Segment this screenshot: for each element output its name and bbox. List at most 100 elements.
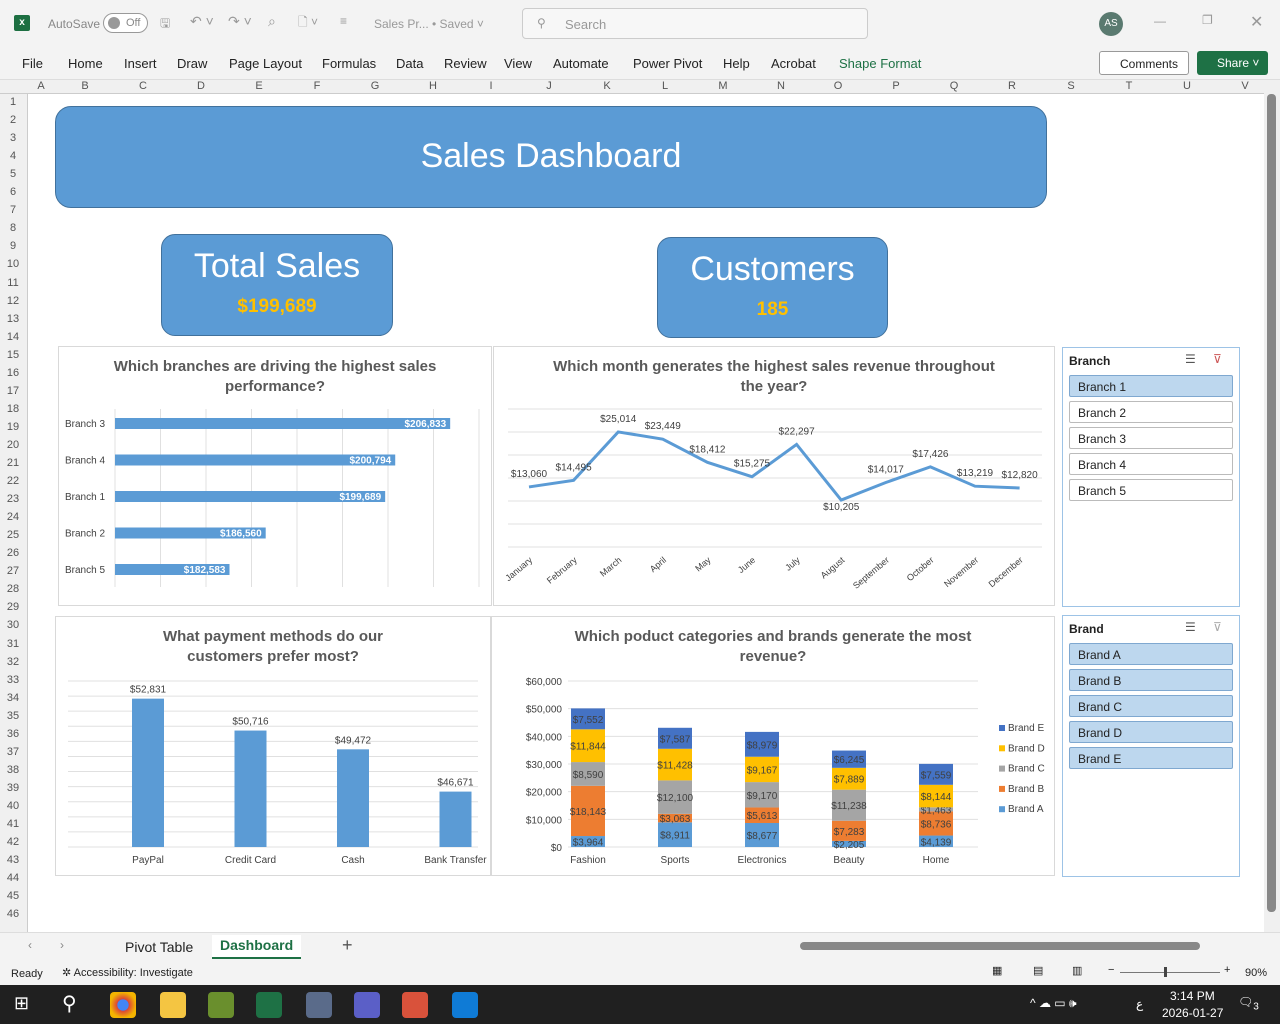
row-header[interactable]: 9 — [9, 240, 17, 253]
saved-status[interactable]: • Saved ˅ — [432, 17, 484, 31]
tab-automate[interactable]: Automate — [553, 56, 609, 71]
tab-view[interactable]: View — [504, 56, 532, 71]
tab-formulas[interactable]: Formulas — [322, 56, 377, 71]
row-header[interactable]: 13 — [6, 312, 20, 325]
row-header[interactable]: 15 — [6, 348, 20, 361]
payment-methods-chart[interactable]: What payment methods do our customers pr… — [55, 616, 491, 876]
row-header[interactable]: 45 — [6, 890, 20, 903]
windows-start-icon[interactable]: ⊞ — [14, 993, 30, 1013]
row-header[interactable]: 2 — [9, 114, 17, 127]
multi-select-icon[interactable]: ☰ — [1185, 620, 1196, 634]
zoom-slider[interactable]: − + — [1108, 964, 1231, 977]
column-header[interactable]: O — [833, 80, 843, 92]
clear-filter-icon[interactable]: ⊽ — [1213, 620, 1222, 634]
total-sales-card[interactable]: Total Sales $199,689 — [161, 234, 393, 336]
column-header[interactable]: L — [661, 80, 669, 92]
worksheet-grid[interactable]: Sales Dashboard Total Sales $199,689 Cus… — [28, 94, 1264, 932]
row-header[interactable]: 22 — [6, 475, 20, 488]
branch-slicer[interactable]: Branch ☰ ⊽ Branch 1 Branch 2 Branch 3 Branc… — [1062, 347, 1240, 607]
row-header[interactable]: 26 — [6, 547, 20, 560]
customers-card[interactable]: Customers 185 — [657, 237, 888, 338]
column-header[interactable]: N — [777, 80, 785, 92]
customize-icon[interactable]: ≡ — [340, 14, 348, 28]
notification-icon[interactable]: 🗨3 — [1238, 995, 1259, 1013]
find-icon[interactable]: ⌕ — [268, 13, 276, 29]
calculator-icon[interactable] — [306, 992, 332, 1018]
share-button[interactable]: Share ˅ — [1197, 51, 1268, 75]
column-header[interactable]: P — [892, 80, 900, 92]
row-header[interactable]: 14 — [6, 330, 20, 343]
row-header[interactable]: 24 — [6, 511, 20, 524]
slicer-item-brand-d[interactable]: Brand D — [1069, 721, 1233, 743]
slicer-item-branch-4[interactable]: Branch 4 — [1069, 453, 1233, 475]
column-header[interactable]: R — [1008, 80, 1016, 92]
row-header[interactable]: 12 — [6, 294, 20, 307]
app-icon[interactable] — [208, 992, 234, 1018]
dashboard-title-banner[interactable]: Sales Dashboard — [55, 106, 1047, 208]
clock-date[interactable]: 2026-01-27 — [1162, 1006, 1224, 1020]
row-header[interactable]: 18 — [6, 402, 20, 415]
row-header[interactable]: 4 — [9, 150, 17, 163]
app-active-icon[interactable] — [402, 992, 428, 1018]
row-header[interactable]: 30 — [6, 619, 20, 632]
column-header[interactable]: V — [1241, 80, 1249, 92]
normal-view-icon[interactable]: ▦ — [992, 965, 1003, 977]
column-header[interactable]: E — [255, 80, 263, 92]
row-header[interactable]: 42 — [6, 836, 20, 849]
column-header[interactable]: S — [1067, 80, 1075, 92]
row-header[interactable]: 38 — [6, 763, 20, 776]
accessibility-status[interactable]: ✲ Accessibility: Investigate — [62, 966, 193, 979]
column-header[interactable]: U — [1183, 80, 1191, 92]
row-header[interactable]: 25 — [6, 529, 20, 542]
column-header[interactable]: C — [139, 80, 147, 92]
zoom-level[interactable]: 90% — [1245, 967, 1268, 979]
tab-acrobat[interactable]: Acrobat — [771, 56, 816, 71]
slicer-item-branch-1[interactable]: Branch 1 — [1069, 375, 1233, 397]
avatar[interactable]: AS — [1099, 12, 1123, 36]
column-header[interactable]: D — [197, 80, 205, 92]
tab-review[interactable]: Review — [444, 56, 487, 71]
slicer-item-brand-c[interactable]: Brand C — [1069, 695, 1233, 717]
autosave-toggle[interactable]: Off — [103, 13, 148, 33]
column-header[interactable]: K — [603, 80, 611, 92]
tray-icons[interactable]: ^ ☁ ▭ 🕪 — [1030, 996, 1077, 1010]
tab-pivot-table[interactable]: Pivot Table — [125, 939, 194, 955]
row-header[interactable]: 37 — [6, 745, 20, 758]
row-header[interactable]: 34 — [6, 691, 20, 704]
column-header[interactable]: M — [718, 80, 728, 92]
column-header[interactable]: F — [313, 80, 321, 92]
tab-power-pivot[interactable]: Power Pivot — [633, 56, 703, 71]
column-header[interactable]: G — [370, 80, 380, 92]
row-header[interactable]: 27 — [6, 565, 20, 578]
clear-filter-icon[interactable]: ⊽ — [1213, 352, 1222, 366]
next-sheet-icon[interactable]: › — [60, 938, 64, 952]
row-header[interactable]: 20 — [6, 438, 20, 451]
tab-home[interactable]: Home — [68, 56, 103, 71]
row-header[interactable]: 23 — [6, 493, 20, 506]
restore-button[interactable]: ❐ — [1202, 13, 1213, 27]
tab-dashboard[interactable]: Dashboard — [212, 935, 302, 959]
row-header[interactable]: 36 — [6, 727, 20, 740]
row-header[interactable]: 6 — [9, 186, 17, 199]
row-header[interactable]: 17 — [6, 384, 20, 397]
row-header[interactable]: 16 — [6, 366, 20, 379]
excel-taskbar-icon[interactable] — [256, 992, 282, 1018]
multi-select-icon[interactable]: ☰ — [1185, 352, 1196, 366]
tab-data[interactable]: Data — [396, 56, 424, 71]
tab-page-layout[interactable]: Page Layout — [229, 56, 303, 71]
row-header[interactable]: 41 — [6, 818, 20, 830]
undo-icon[interactable]: ↶ ˅ — [190, 13, 214, 29]
horizontal-scrollbar[interactable] — [800, 942, 1200, 950]
row-header[interactable]: 35 — [6, 709, 20, 722]
branch-sales-chart[interactable]: Which branches are driving the highest s… — [58, 346, 492, 606]
monthly-sales-chart[interactable]: Which month generates the highest sales … — [493, 346, 1055, 606]
search-input[interactable]: ⚲ Search — [522, 8, 868, 39]
column-header[interactable]: I — [489, 80, 493, 92]
page-layout-icon[interactable]: ▤ — [1033, 965, 1044, 977]
page-break-icon[interactable]: ▥ — [1072, 965, 1083, 977]
search-taskbar-icon[interactable]: ⚲ — [62, 993, 77, 1015]
row-header[interactable]: 29 — [6, 601, 20, 614]
row-header[interactable]: 10 — [6, 258, 20, 271]
row-header[interactable]: 46 — [6, 908, 20, 921]
comments-button[interactable]: Comments — [1099, 51, 1189, 75]
